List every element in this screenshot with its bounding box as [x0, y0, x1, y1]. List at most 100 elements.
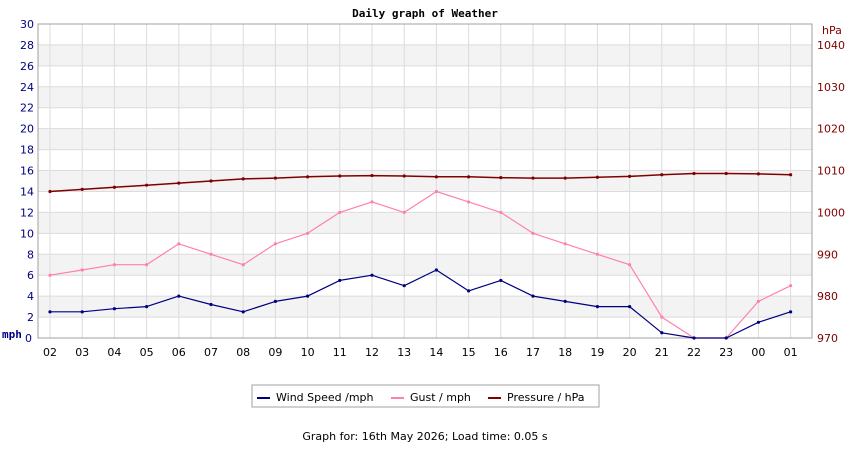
x-tick-label: 12 — [365, 346, 379, 359]
series-point — [306, 231, 310, 235]
vertical-gridlines — [49, 24, 792, 338]
series-line — [49, 172, 791, 193]
x-tick-label: 17 — [526, 346, 540, 359]
right-axis-unit: hPa — [822, 24, 842, 37]
series-point — [177, 294, 181, 298]
series-point — [595, 305, 600, 309]
series-point — [338, 174, 342, 178]
x-tick-label: 14 — [429, 346, 443, 359]
x-tick-label: 11 — [333, 346, 347, 359]
left-tick-label: 6 — [27, 269, 34, 282]
x-tick-label: 03 — [75, 346, 89, 359]
right-tick-label: 1010 — [817, 165, 845, 178]
series-point — [306, 175, 310, 179]
series-point — [628, 174, 632, 178]
series-point — [241, 310, 245, 314]
legend-item-gust: Gust / mph — [391, 391, 471, 404]
series-point — [177, 181, 181, 185]
series-point — [241, 263, 245, 267]
series-line — [49, 190, 791, 339]
series-point — [209, 302, 213, 307]
chart-title: Daily graph of Weather — [352, 7, 498, 20]
left-tick-label: 26 — [20, 60, 34, 73]
legend-item-pressure: Pressure / hPa — [488, 391, 585, 404]
series-point — [789, 173, 793, 177]
series-point — [370, 173, 374, 178]
series-point — [531, 176, 535, 180]
series-point — [563, 299, 567, 303]
series-point — [48, 310, 52, 314]
left-tick-label: 4 — [27, 290, 34, 303]
series-point — [209, 252, 213, 256]
x-tick-label: 18 — [558, 346, 572, 359]
x-tick-label: 07 — [204, 346, 218, 359]
x-tick-label: 06 — [172, 346, 186, 359]
series-point — [756, 172, 761, 176]
grid-band — [38, 212, 812, 234]
wind-speed-series — [48, 268, 793, 340]
grid-band — [38, 44, 812, 66]
series-point — [692, 336, 696, 340]
series-point — [499, 278, 503, 283]
x-tick-label: 02 — [43, 346, 57, 359]
left-tick-label: 0 — [25, 332, 32, 345]
legend: Wind Speed /mph Gust / mph Pressure / hP… — [251, 384, 600, 408]
series-point — [434, 189, 438, 194]
series-point — [48, 273, 52, 277]
series-point — [338, 278, 342, 283]
right-tick-label: 980 — [817, 290, 838, 303]
series-point — [112, 185, 116, 189]
left-tick-label: 16 — [20, 165, 34, 178]
series-point — [467, 175, 471, 179]
left-axis-unit: mph — [2, 328, 22, 341]
series-point — [306, 294, 310, 298]
series-point — [660, 315, 664, 319]
series-point — [789, 284, 793, 288]
series-point — [628, 305, 632, 309]
series-point — [660, 173, 664, 177]
x-tick-label: 05 — [140, 346, 154, 359]
series-point — [595, 175, 600, 179]
series-point — [80, 268, 84, 272]
series-point — [145, 263, 149, 267]
series-point — [724, 171, 728, 176]
series-point — [434, 268, 438, 272]
left-tick-label: 2 — [27, 311, 34, 324]
series-point — [434, 175, 438, 179]
left-tick-label: 8 — [27, 248, 34, 261]
right-tick-label: 1040 — [817, 39, 845, 52]
x-tick-label: 15 — [462, 346, 476, 359]
left-tick-label: 14 — [20, 185, 34, 198]
series-point — [789, 310, 793, 314]
x-tick-label: 10 — [301, 346, 315, 359]
series-point — [209, 179, 213, 183]
left-tick-label: 20 — [20, 123, 34, 136]
left-tick-label: 28 — [20, 39, 34, 52]
series-point — [112, 307, 116, 311]
series-point — [756, 320, 761, 324]
left-tick-label: 12 — [20, 206, 34, 219]
series-point — [724, 336, 728, 340]
left-tick-label: 18 — [20, 144, 34, 157]
gust-series — [48, 189, 793, 340]
series-point — [467, 200, 471, 204]
x-tick-label: 08 — [236, 346, 250, 359]
grid-band — [38, 86, 812, 108]
series-point — [756, 299, 761, 303]
series-point — [338, 210, 342, 214]
right-tick-label: 970 — [817, 332, 838, 345]
series-point — [145, 183, 149, 187]
right-tick-label: 1000 — [817, 206, 845, 219]
x-tick-label: 20 — [623, 346, 637, 359]
plot-frame — [37, 23, 813, 339]
grid-band — [38, 296, 812, 318]
series-point — [48, 189, 52, 194]
series-point — [402, 174, 406, 178]
series-point — [402, 210, 406, 214]
legend-box — [251, 384, 600, 408]
right-tick-label: 1020 — [817, 123, 845, 136]
series-point — [80, 310, 84, 314]
series-point — [499, 176, 503, 180]
